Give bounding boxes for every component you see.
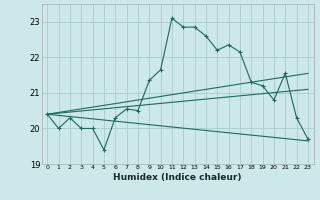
X-axis label: Humidex (Indice chaleur): Humidex (Indice chaleur) — [113, 173, 242, 182]
